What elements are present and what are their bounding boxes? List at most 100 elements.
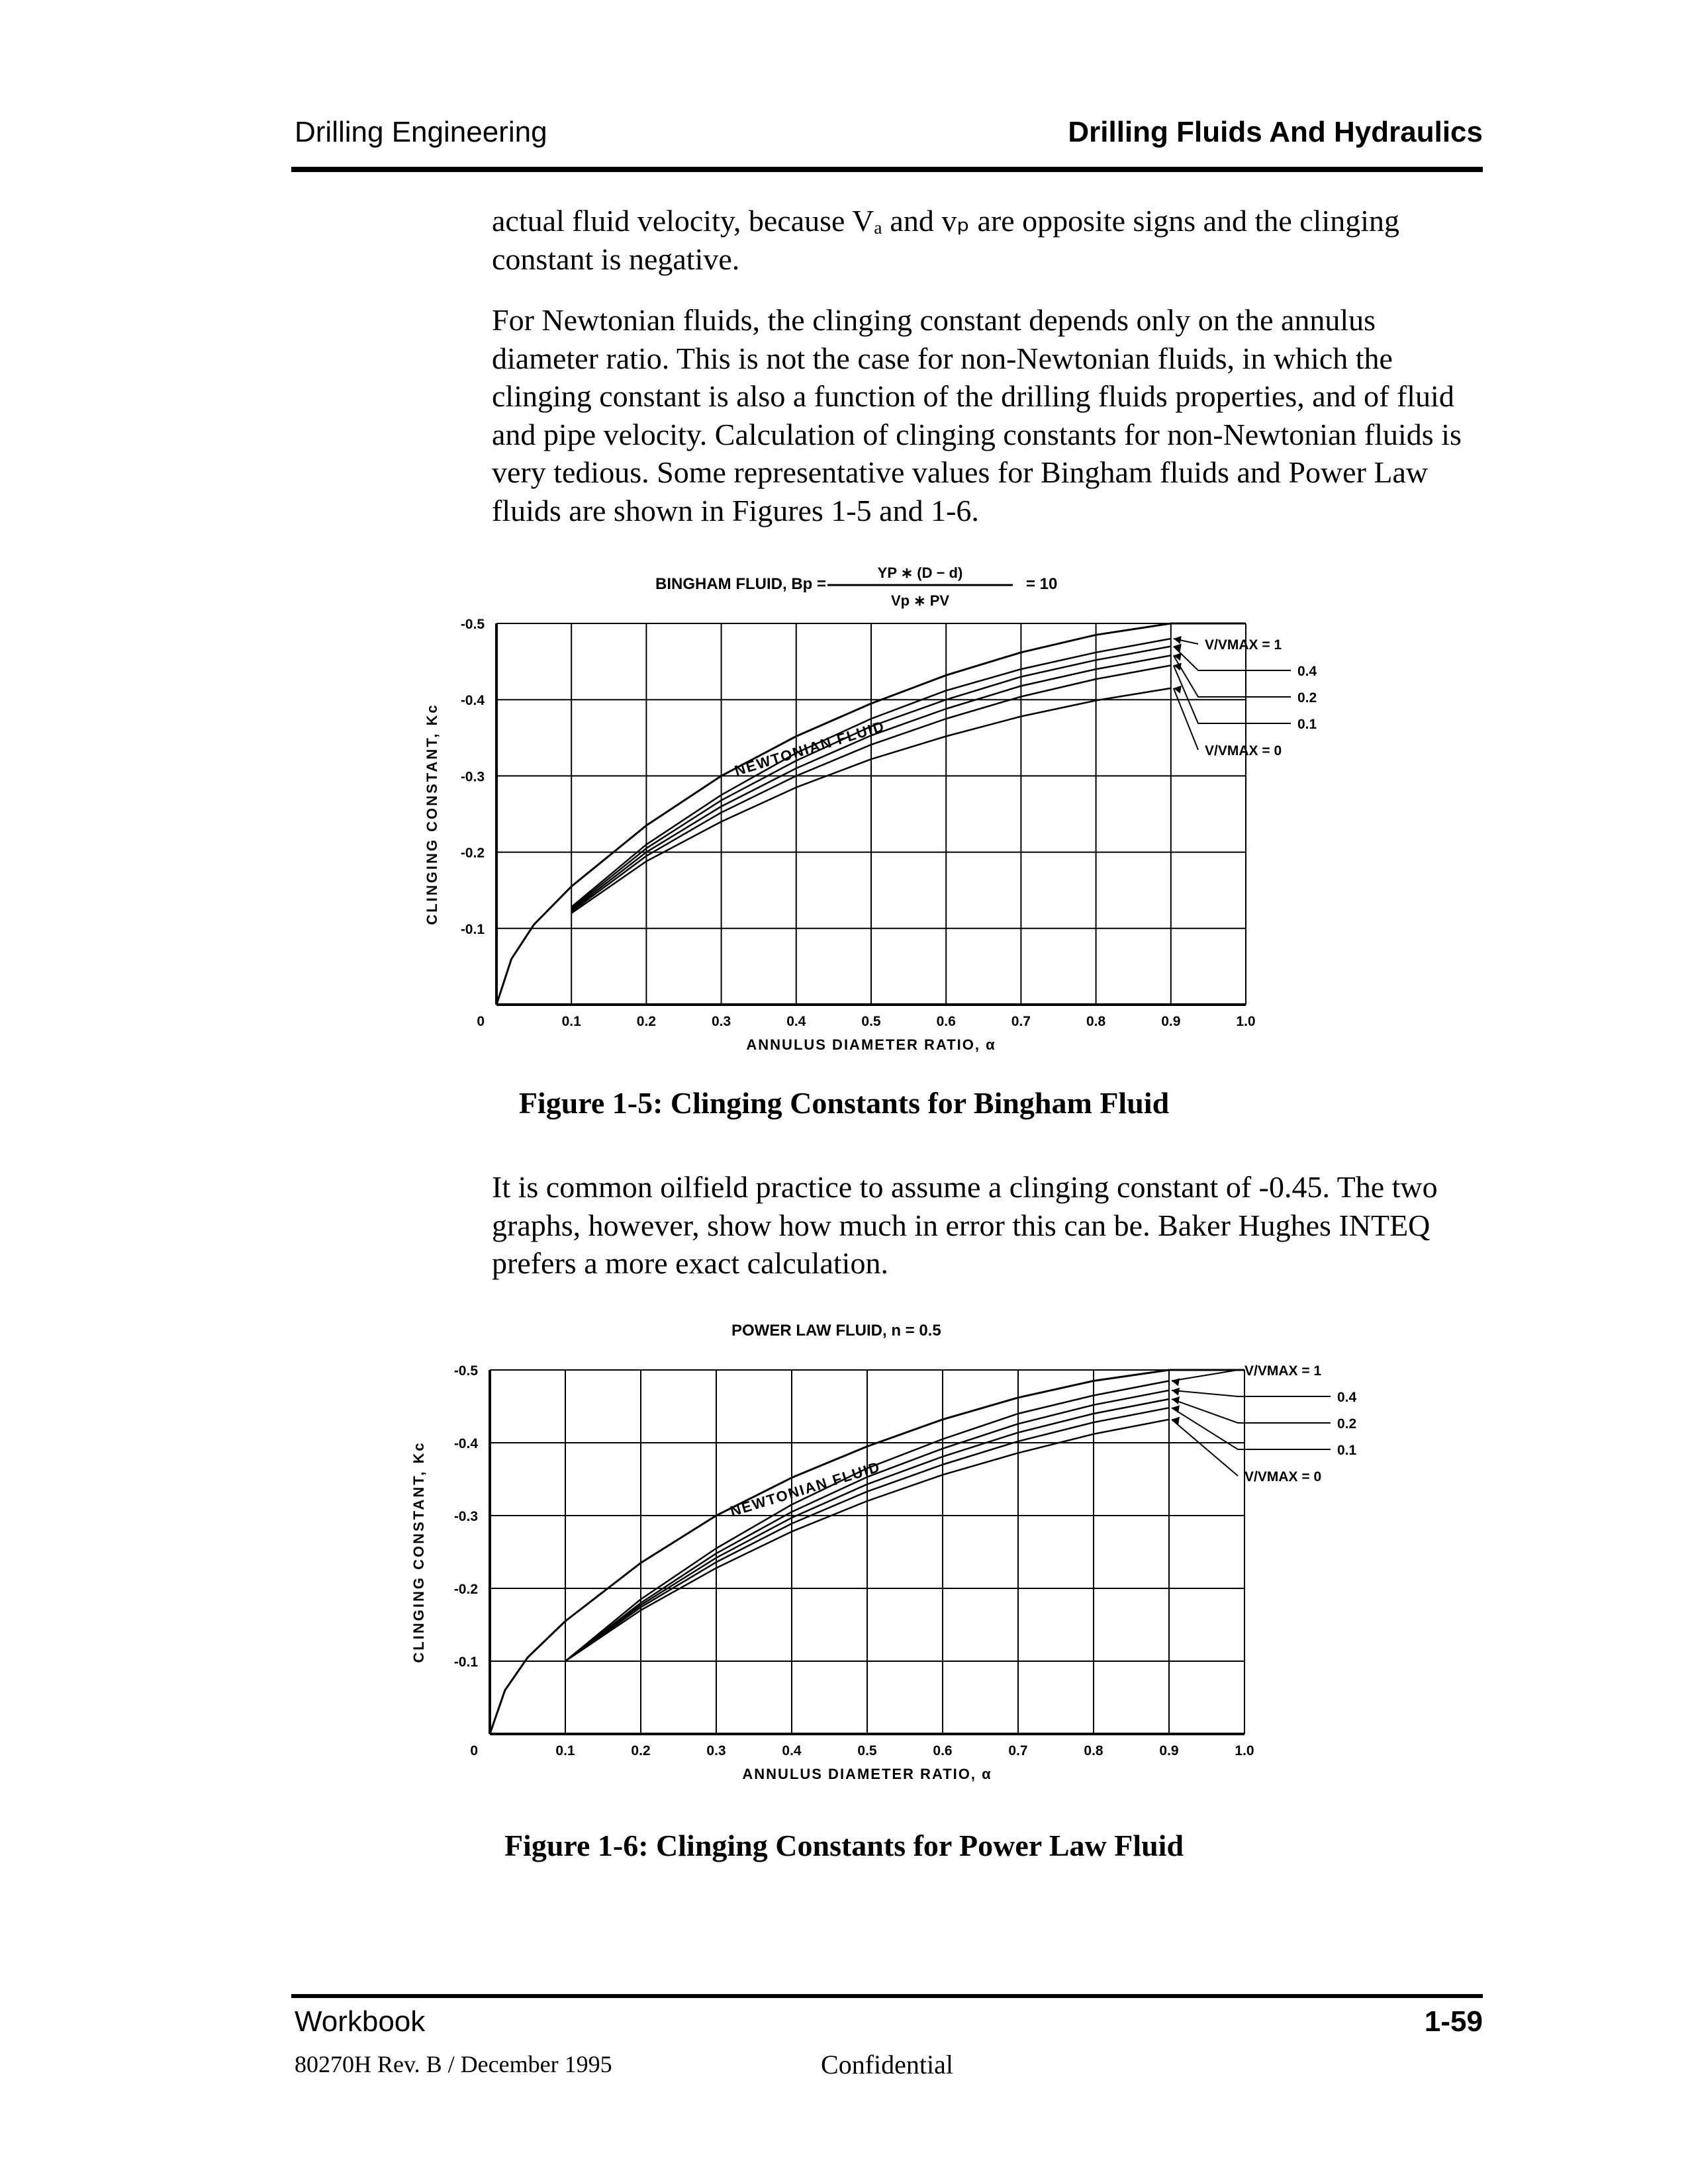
- callout-label: V/VMAX = 0: [1244, 1469, 1321, 1484]
- callout-leader: [1173, 645, 1291, 671]
- y-tick-label: -0.3: [454, 1509, 478, 1524]
- callout-arrowhead: [1172, 1396, 1180, 1404]
- chart-title-prefix: BINGHAM FLUID, Bp =: [655, 575, 826, 593]
- bingham-chart: BINGHAM FLUID, Bp = YP ∗ (D − d) Vp ∗ PV = …: [424, 565, 1317, 1053]
- callout-leader: [1172, 688, 1199, 751]
- x-tick-label: 0.4: [786, 1014, 806, 1029]
- y-tick-label: -0.5: [461, 617, 485, 632]
- y-tick-label: -0.4: [461, 693, 485, 708]
- callout-leader: [1172, 655, 1291, 698]
- callout-label: 0.4: [1297, 664, 1317, 679]
- series-line-v-vmax-4: [565, 1406, 1170, 1662]
- x-tick-label: 0.3: [712, 1014, 731, 1029]
- callout-leader: [1171, 1389, 1331, 1397]
- paragraph-1: actual fluid velocity, because Vₐ and vₚ…: [492, 202, 1485, 278]
- callout-label: V/VMAX = 1: [1244, 1363, 1321, 1379]
- x-tick-label: 0.9: [1161, 1014, 1180, 1029]
- figure-1-5-caption: Figure 1-5: Clinging Constants for Bingh…: [518, 1086, 1170, 1120]
- x-tick-label: 0.2: [637, 1014, 656, 1029]
- callout-label: 0.1: [1337, 1443, 1357, 1458]
- callout-arrowhead: [1173, 662, 1182, 671]
- series-line-v-vmax-3: [571, 655, 1172, 911]
- callout-leader: [1171, 1419, 1239, 1477]
- x-tick-label: 0.3: [706, 1743, 726, 1758]
- y-tick-label: -0.4: [454, 1436, 479, 1451]
- y-tick-label: -0.2: [454, 1582, 478, 1597]
- chart-title-numerator: YP ∗ (D − d): [878, 565, 963, 581]
- series-line-v-vmax-5: [565, 1418, 1170, 1662]
- footer-workbook: Workbook: [295, 2005, 426, 2038]
- figure-power-law: POWER LAW FLUID, n = 0.5 0.1 0.2 0.3 0.4 0.5 0…: [397, 1317, 1383, 1820]
- paragraph-2-text: For Newtonian fluids, the clinging const…: [492, 303, 1462, 527]
- x-tick-label: 0.8: [1086, 1014, 1106, 1029]
- callout-arrowhead: [1173, 653, 1182, 661]
- x-tick-label: 0.4: [782, 1743, 802, 1758]
- x-tick-label: 0.2: [631, 1743, 650, 1758]
- series-line-v-vmax-4: [571, 664, 1172, 913]
- power-law-chart: POWER LAW FLUID, n = 0.5 0.1 0.2 0.3 0.4 0.5 0…: [410, 1322, 1357, 1782]
- callout-arrowhead: [1172, 1405, 1180, 1414]
- series-line-v-vmax-1: [565, 1380, 1170, 1662]
- footer-page-number: 1-59: [1424, 2005, 1483, 2038]
- footer-confidential: Confidential: [821, 2050, 953, 2079]
- newtonian-curve-label: NEWTONIAN FLUID: [728, 1458, 882, 1520]
- paragraph-2: For Newtonian fluids, the clinging const…: [492, 301, 1485, 529]
- callout-leader: [1171, 1407, 1331, 1450]
- x-tick-label: 0.9: [1159, 1743, 1178, 1758]
- callout-arrowhead: [1173, 643, 1182, 652]
- header-title-left: Drilling Engineering: [295, 116, 547, 148]
- callout-label: 0.2: [1337, 1416, 1356, 1432]
- x-tick-label: 0.5: [857, 1743, 877, 1758]
- callout-arrowhead: [1173, 636, 1182, 645]
- series-line-newtonian: [489, 1369, 1244, 1735]
- chart-title-denominator: Vp ∗ PV: [891, 592, 949, 609]
- footer-revision: 80270H Rev. B / December 1995: [295, 2051, 612, 2077]
- x-tick-label: 0.8: [1084, 1743, 1103, 1758]
- x-axis-label: ANNULUS DIAMETER RATIO, α: [742, 1766, 992, 1782]
- x-tick-label: 0.1: [562, 1014, 582, 1029]
- paragraph-3-text: It is common oilfield practice to assume…: [492, 1170, 1438, 1280]
- x-tick-label: 1.0: [1235, 1743, 1254, 1758]
- x-tick-label: 0.5: [861, 1014, 881, 1029]
- x-tick-label: 1.0: [1236, 1014, 1255, 1029]
- callout-arrowhead: [1173, 685, 1182, 694]
- x-tick-label: 0.6: [933, 1743, 952, 1758]
- header-rule: [291, 167, 1483, 172]
- y-tick-label: 0: [470, 1743, 478, 1758]
- y-axis-label: CLINGING CONSTANT, Kc: [424, 703, 440, 925]
- callout-label: V/VMAX = 0: [1205, 743, 1282, 758]
- callout-leader: [1171, 1369, 1239, 1382]
- figure-bingham: BINGHAM FLUID, Bp = YP ∗ (D − d) Vp ∗ PV = …: [410, 549, 1383, 1079]
- y-tick-label: -0.5: [454, 1363, 479, 1379]
- x-tick-label: 0.7: [1011, 1014, 1031, 1029]
- callout-label: 0.4: [1337, 1390, 1357, 1405]
- paragraph-1-text: actual fluid velocity, because Vₐ and vₚ…: [492, 204, 1400, 276]
- chart-title: POWER LAW FLUID, n = 0.5: [731, 1322, 941, 1340]
- y-tick-label: -0.1: [461, 922, 485, 937]
- y-tick-label: 0: [477, 1014, 485, 1029]
- chart-title-suffix: = 10: [1026, 575, 1057, 593]
- callout-arrowhead: [1172, 1416, 1180, 1425]
- callout-label: V/VMAX = 1: [1205, 637, 1282, 653]
- series-line-v-vmax-3: [565, 1398, 1170, 1662]
- callout-leader: [1172, 664, 1291, 724]
- series-line-v-vmax-5: [571, 687, 1172, 914]
- callout-leader: [1171, 1398, 1331, 1424]
- header-title-right: Drilling Fluids And Hydraulics: [1068, 116, 1483, 148]
- x-tick-label: 0.1: [555, 1743, 575, 1758]
- callout-label: 0.2: [1297, 690, 1317, 705]
- series-line-v-vmax-1: [571, 637, 1172, 908]
- y-axis-label: CLINGING CONSTANT, Kc: [410, 1441, 427, 1662]
- footer-rule: [291, 1994, 1483, 1998]
- series-line-v-vmax-2: [565, 1389, 1170, 1662]
- y-tick-label: -0.3: [461, 769, 485, 784]
- x-tick-label: 0.6: [937, 1014, 956, 1029]
- figure-1-6-caption: Figure 1-6: Clinging Constants for Power…: [504, 1829, 1184, 1862]
- y-tick-label: -0.2: [461, 846, 485, 861]
- paragraph-3: It is common oilfield practice to assume…: [492, 1168, 1485, 1283]
- callout-label: 0.1: [1297, 717, 1317, 732]
- y-tick-label: -0.1: [454, 1655, 479, 1670]
- series-line-v-vmax-2: [571, 645, 1172, 909]
- callout-arrowhead: [1172, 1387, 1180, 1396]
